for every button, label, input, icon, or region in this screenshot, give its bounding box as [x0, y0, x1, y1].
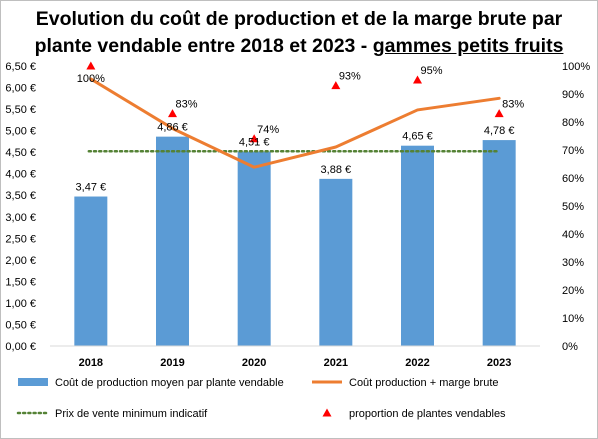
scatter-value-label: 93% [339, 71, 361, 83]
right-tick-label: 10% [562, 313, 584, 325]
scatter-point [249, 134, 259, 143]
left-tick-label: 0,50 € [5, 319, 36, 331]
chart-title-line1: Evolution du coût de production et de la… [35, 8, 563, 30]
left-tick-label: 2,00 € [5, 255, 36, 267]
chart-title-line2-underlined: gammes petits fruits [372, 35, 564, 57]
legend-item-scatter: proportion de plantes vendables [322, 408, 506, 420]
bar-series [74, 136, 516, 346]
left-tick-label: 1,00 € [5, 298, 36, 310]
scatter-value-label: 83% [175, 99, 197, 111]
bar-value-label: 3,47 € [76, 182, 107, 194]
right-tick-label: 0% [562, 341, 578, 353]
legend-item-bar: Coût de production moyen par plante vend… [18, 377, 284, 389]
left-tick-label: 3,00 € [5, 212, 36, 224]
scatter-point [331, 81, 341, 90]
legend-label: Coût de production moyen par plante vend… [55, 377, 284, 389]
x-tick-label: 2021 [324, 357, 348, 369]
right-tick-label: 20% [562, 285, 584, 297]
right-tick-label: 40% [562, 229, 584, 241]
bar [401, 145, 434, 346]
x-tick-label: 2019 [160, 357, 184, 369]
left-tick-label: 1,50 € [5, 276, 36, 288]
bar-value-label: 3,88 € [321, 164, 352, 176]
bar [156, 136, 189, 346]
bar [319, 178, 353, 346]
left-tick-label: 6,00 € [5, 83, 36, 95]
chart-title: Evolution du coût de production et de la… [0, 6, 598, 60]
left-tick-label: 4,00 € [5, 169, 36, 181]
scatter-value-label: 74% [257, 124, 279, 136]
bar-value-label: 4,51 € [239, 137, 270, 149]
right-tick-label: 70% [562, 145, 584, 157]
x-tick-label: 2022 [405, 357, 429, 369]
bar-value-label: 4,65 € [402, 131, 433, 143]
scatter-value-label: 83% [502, 99, 524, 111]
x-axis-ticks: 2018 2019 2020 2021 2022 2023 [79, 357, 512, 369]
right-tick-label: 90% [562, 89, 584, 101]
left-tick-label: 0,00 € [5, 341, 36, 353]
left-tick-label: 3,50 € [5, 190, 36, 202]
scatter-point [494, 109, 504, 118]
right-tick-label: 100% [562, 61, 590, 73]
bar [74, 196, 108, 346]
right-axis-ticks: 0% 10% 20% 30% 40% 50% 60% 70% 80% 90% 100% [562, 61, 590, 353]
scatter-point [168, 109, 177, 118]
scatter-value-label: 100% [77, 73, 105, 85]
legend-item-line: Coût production + marge brute [312, 377, 499, 389]
left-tick-label: 2,50 € [5, 233, 36, 245]
legend-swatch-scatter [322, 408, 332, 417]
bar [482, 140, 516, 346]
legend-label: Prix de vente minimum indicatif [55, 408, 208, 420]
data-labels: 3,47 € 4,86 € 4,51 € 3,88 € 4,65 € 4,78 € 100%… [76, 65, 525, 194]
left-tick-label: 5,00 € [5, 126, 36, 138]
chart-title-line2: plante vendable entre 2018 et 2023 - gam… [0, 33, 598, 60]
x-tick-label: 2023 [487, 357, 511, 369]
x-tick-label: 2020 [242, 357, 266, 369]
scatter-value-label: 95% [420, 65, 442, 77]
bar-value-label: 4,86 € [157, 122, 188, 134]
line-series [89, 77, 501, 169]
legend-label: proportion de plantes vendables [349, 408, 506, 420]
bar-value-label: 4,78 € [484, 125, 515, 137]
x-tick-label: 2018 [79, 357, 103, 369]
scatter-point [413, 75, 422, 84]
line-series-path [89, 77, 501, 169]
left-tick-label: 4,50 € [5, 147, 36, 159]
chart-title-line2-main: plante vendable entre 2018 et 2023 - [34, 35, 373, 57]
legend-item-dotted: Prix de vente minimum indicatif [16, 408, 208, 420]
right-tick-label: 30% [562, 257, 584, 269]
legend-label: Coût production + marge brute [349, 377, 499, 389]
legend: Coût de production moyen par plante vend… [16, 377, 506, 420]
scatter-series [86, 61, 504, 143]
scatter-point [86, 61, 96, 70]
left-tick-label: 6,50 € [5, 61, 36, 73]
right-tick-label: 50% [562, 201, 584, 213]
left-tick-label: 5,50 € [5, 104, 36, 116]
left-axis-ticks: 0,00 € 0,50 € 1,00 € 1,50 € 2,00 € 2,50 € 3,00… [5, 61, 36, 353]
right-tick-label: 80% [562, 117, 584, 129]
bar [237, 151, 271, 346]
legend-swatch-bar [18, 378, 48, 386]
right-tick-label: 60% [562, 173, 584, 185]
